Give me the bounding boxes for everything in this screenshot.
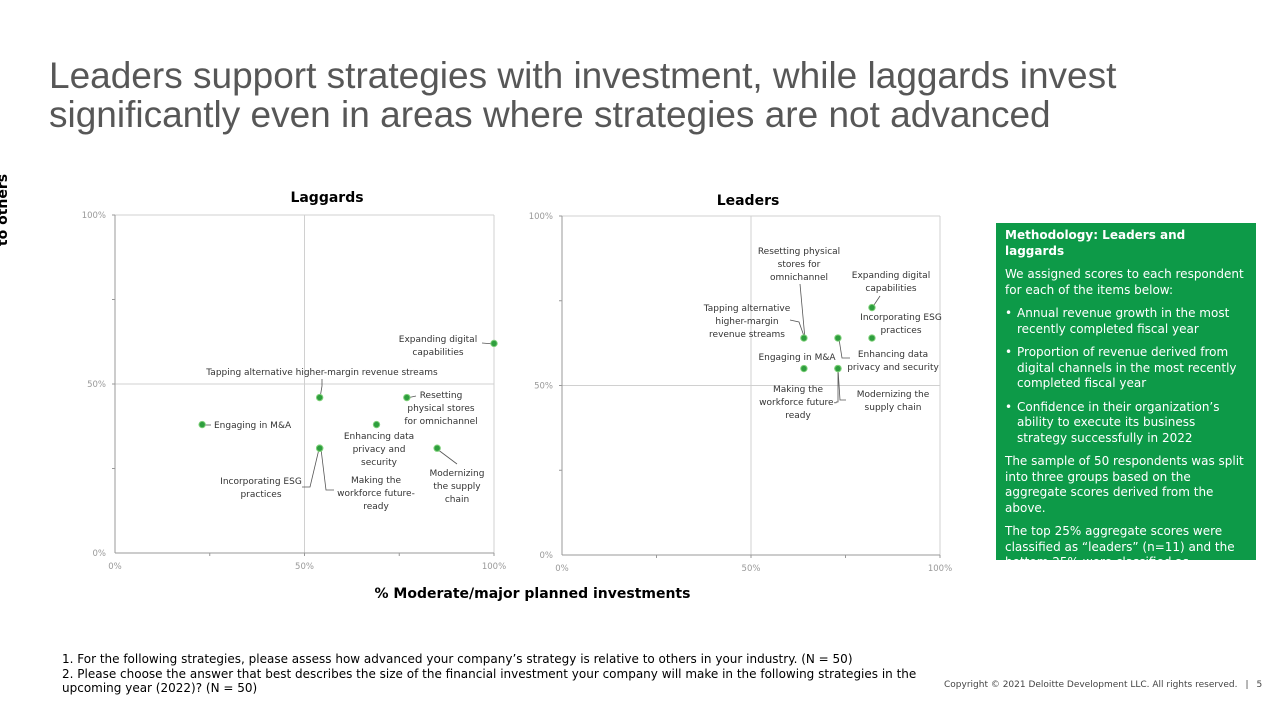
data-point-label: revenue streams [709,330,785,340]
leader-line [436,448,458,465]
leader-line [837,368,846,401]
data-point-label: Incorporating ESG [860,313,942,323]
footnote-1: 1. For the following strategies, please … [62,652,853,666]
leader-line [799,283,806,340]
data-point [800,364,808,373]
methodology-bullet: Proportion of revenue derived from digit… [1005,345,1248,392]
x-axis-label: % Moderate/major planned investments [374,586,691,602]
y-tick-label: 0% [540,551,554,561]
copyright-text: Copyright © 2021 Deloitte Development LL… [944,680,1238,690]
methodology-bullet: Confidence in their organization’s abili… [1005,400,1248,447]
data-point [834,364,842,373]
leader-line [838,338,850,359]
data-point-label: for omnichannel [404,417,477,427]
data-point-label: omnichannel [770,273,828,283]
data-point-label: Expanding digital [852,271,930,281]
data-point-label: supply chain [865,403,922,413]
y-tick-label: 0% [93,549,107,559]
data-point [433,444,441,452]
leader-line [302,448,320,488]
data-point-label: Enhancing data [858,350,928,360]
data-point-label: workforce future- [337,489,415,499]
data-point-label: capabilities [865,284,916,294]
leader-line [836,369,839,403]
x-tick-label: 100% [928,564,952,574]
data-point-label: Tapping alternative [703,304,791,314]
methodology-bullet: Annual revenue growth in the most recent… [1005,306,1248,337]
leader-line [789,319,806,340]
data-point-label: practices [240,490,281,500]
y-tick-label: 100% [82,211,106,221]
data-point-label: workforce future- [759,398,837,408]
data-point-label: chain [445,495,469,505]
data-point-label: the supply [433,482,481,492]
data-point-label: Making the [351,476,402,486]
data-point-label: physical stores [407,404,475,414]
data-point-label: Resetting physical [758,247,840,257]
x-tick-label: 50% [742,564,761,574]
data-point-label: practices [880,326,921,336]
page-title-line-1: Leaders support strategies with investme… [49,55,1117,96]
data-point-label: privacy and security [847,363,939,373]
data-point-label: Making the [773,385,824,395]
leaders-chart-title: Leaders [716,193,780,209]
footnotes: 1. For the following strategies, please … [62,652,942,696]
y-tick-label: 100% [529,212,553,222]
data-point-label: stores for [778,260,821,270]
data-point-label: Engaging in M&A [758,353,836,363]
data-point-label: ready [363,502,389,512]
footnote-2: 2. Please choose the answer that best de… [62,666,917,696]
data-point [868,303,876,312]
methodology-intro: We assigned scores to each respondent fo… [1005,267,1244,297]
data-point-label: privacy and [353,445,406,455]
footer-separator: | [1245,680,1249,690]
leader-line [320,448,334,491]
data-point [315,393,324,402]
data-point [800,334,808,342]
page-title: Leaders support strategies with investme… [49,56,1229,134]
data-point [403,393,411,402]
page-number: 5 [1256,680,1263,690]
data-point [834,334,842,342]
data-point-label: Modernizing the [857,390,930,400]
laggards-chart-title: Laggards [290,190,364,206]
data-point-label: Enhancing data [344,432,414,442]
y-axis-label: % Competitive/advanced strategy relative… [0,173,11,247]
data-point-label: Incorporating ESG [220,477,302,487]
methodology-sample: The sample of 50 respondents was split i… [1005,454,1244,515]
page-title-line-2: significantly even in areas where strate… [49,94,1051,135]
data-point-label: capabilities [412,348,463,358]
data-point-label: ready [785,411,811,421]
data-point [198,420,206,429]
methodology-list: Annual revenue growth in the most recent… [1005,306,1248,446]
copyright-footer: Copyright © 2021 Deloitte Development LL… [944,680,1262,690]
y-tick-label: 50% [534,382,553,392]
data-point-label: higher-margin [715,317,778,327]
data-point-label: Expanding digital [399,335,477,345]
data-point [490,339,498,348]
data-point-label: Tapping alternative higher-margin revenu… [205,368,438,378]
data-point-label: Resetting [420,391,463,401]
methodology-heading: Methodology: Leaders and laggards [1005,228,1186,258]
x-tick-label: 0% [555,564,569,574]
methodology-panel: Methodology: Leaders and laggards We ass… [996,223,1256,585]
y-tick-label: 50% [87,380,106,390]
x-tick-label: 50% [295,562,314,572]
data-point-label: security [361,458,398,468]
x-tick-label: 0% [108,562,122,572]
data-point-label: Modernizing [430,469,485,479]
x-tick-label: 100% [482,562,506,572]
data-point [372,420,381,429]
data-point [315,444,324,452]
data-point [868,334,876,342]
methodology-classification: The top 25% aggregate scores were classi… [1005,524,1235,585]
data-point-label: Engaging in M&A [214,421,292,431]
